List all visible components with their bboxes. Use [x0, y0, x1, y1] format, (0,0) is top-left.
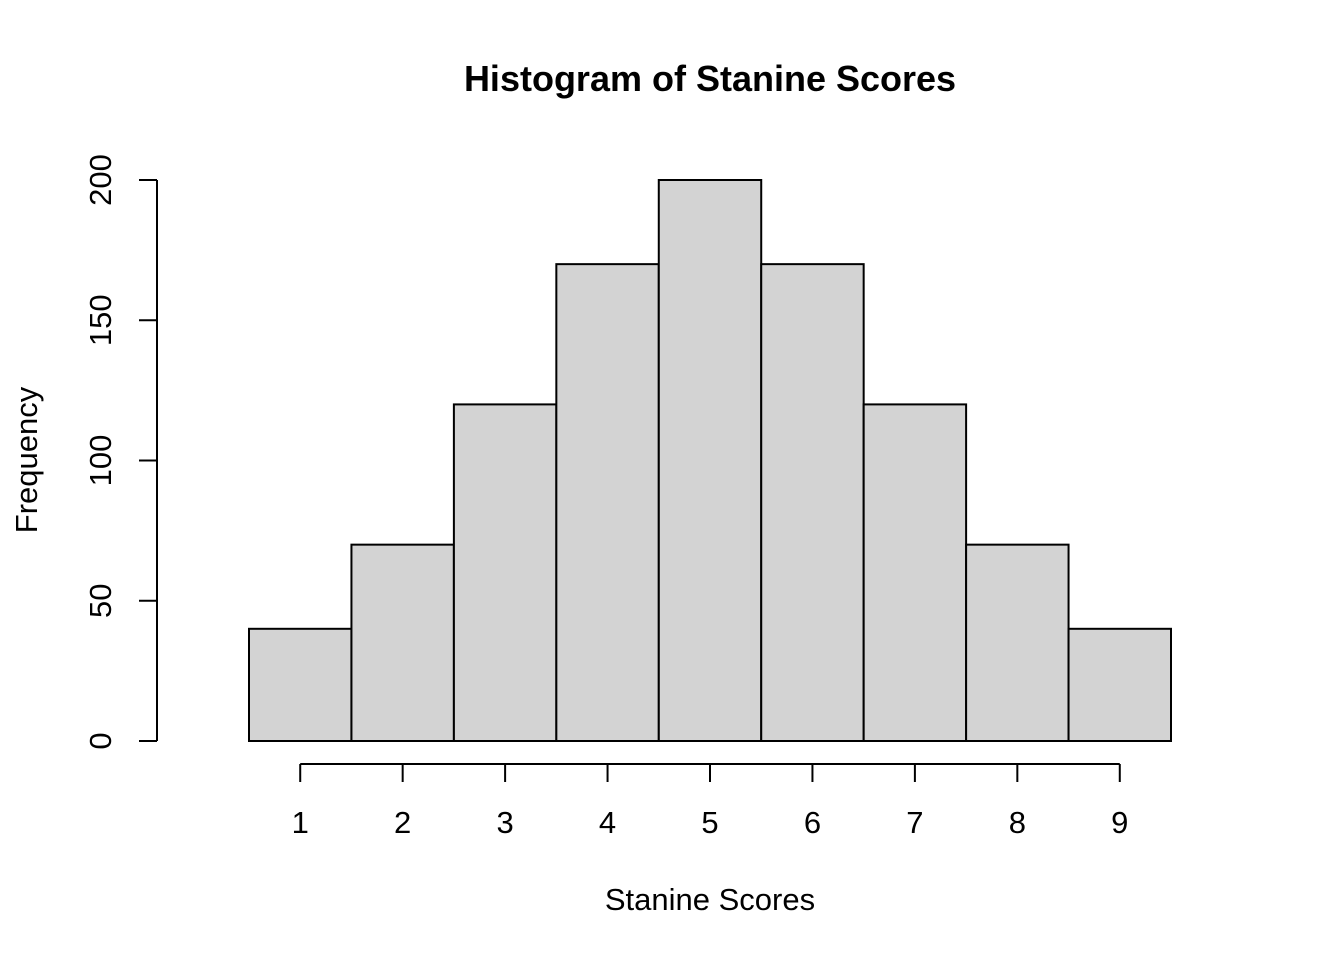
histogram-bar-4	[555, 263, 660, 742]
histogram-bar-6	[760, 263, 865, 742]
y-tick-label: 50	[83, 584, 118, 618]
histogram-bar-9	[1067, 627, 1172, 742]
x-tick-label: 8	[1009, 805, 1026, 840]
histogram-bar-1	[248, 627, 353, 742]
y-tick-label: 200	[83, 154, 118, 206]
chart-title: Histogram of Stanine Scores	[464, 58, 956, 99]
histogram-bar-5	[657, 179, 763, 742]
histogram-bar-3	[452, 403, 558, 742]
x-tick-label: 6	[804, 805, 821, 840]
y-tick-label: 0	[83, 732, 118, 749]
y-axis-label: Frequency	[9, 386, 44, 533]
histogram-bar-8	[965, 543, 1070, 743]
y-axis: 0 50 100 150 200	[83, 154, 158, 750]
x-tick-label: 1	[292, 805, 309, 840]
x-tick-label: 5	[701, 805, 718, 840]
x-tick-label: 2	[394, 805, 411, 840]
histogram-bar-7	[862, 403, 968, 742]
x-axis: 1 2 3 4 5 6 7 8 9	[292, 763, 1128, 840]
x-tick-label: 9	[1111, 805, 1128, 840]
y-tick-label: 100	[83, 435, 118, 487]
x-tick-label: 4	[599, 805, 616, 840]
histogram-bar-2	[350, 543, 455, 743]
x-tick-label: 3	[496, 805, 513, 840]
x-tick-label: 7	[906, 805, 923, 840]
bars-group	[248, 179, 1172, 743]
x-axis-label: Stanine Scores	[605, 882, 815, 917]
y-tick-label: 150	[83, 294, 118, 346]
